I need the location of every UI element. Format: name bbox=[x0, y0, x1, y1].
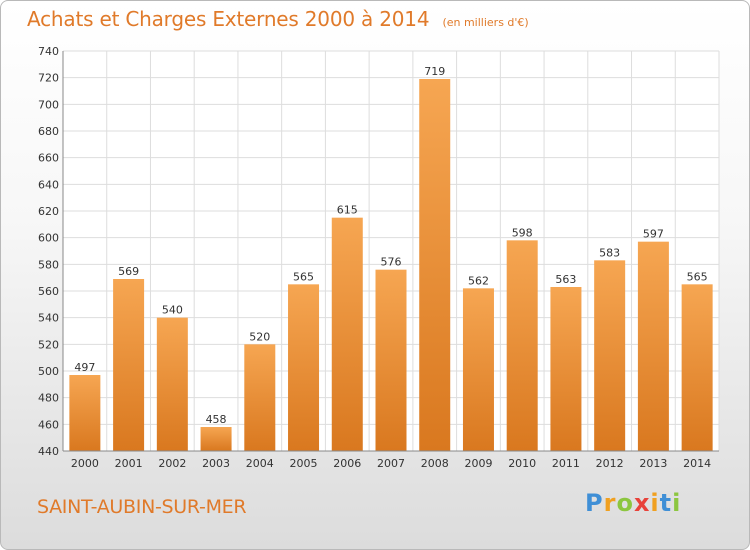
data-label: 576 bbox=[381, 256, 402, 269]
logo-letter: t bbox=[659, 489, 673, 517]
bar-2012 bbox=[594, 260, 626, 451]
bar-2008 bbox=[419, 79, 451, 451]
logo-letter: i bbox=[672, 489, 682, 517]
y-tick-label: 440 bbox=[38, 445, 59, 458]
proxiti-logo: Proxiti bbox=[585, 489, 681, 517]
x-tick-label: 2010 bbox=[508, 457, 536, 470]
x-tick-label: 2008 bbox=[421, 457, 449, 470]
bar-2003 bbox=[200, 427, 232, 451]
data-label: 598 bbox=[512, 226, 533, 239]
x-tick-label: 2007 bbox=[377, 457, 405, 470]
y-tick-label: 500 bbox=[38, 365, 59, 378]
y-tick-label: 720 bbox=[38, 72, 59, 85]
y-tick-label: 460 bbox=[38, 418, 59, 431]
bar-2001 bbox=[113, 279, 145, 451]
bar-2006 bbox=[331, 217, 363, 451]
x-tick-label: 2012 bbox=[596, 457, 624, 470]
y-tick-label: 600 bbox=[38, 232, 59, 245]
data-label: 458 bbox=[206, 413, 227, 426]
axes: 440 460 480 500 520 540 560 580 600 620 640 660 680 7… bbox=[38, 45, 719, 470]
data-label: 563 bbox=[555, 273, 576, 286]
bar-2011 bbox=[550, 287, 582, 451]
data-label: 719 bbox=[424, 65, 445, 78]
y-tick-label: 740 bbox=[38, 45, 59, 58]
data-label: 497 bbox=[74, 361, 95, 374]
x-tick-label: 2014 bbox=[683, 457, 711, 470]
y-tick-label: 520 bbox=[38, 338, 59, 351]
bar-2009 bbox=[462, 288, 494, 451]
logo-letter: r bbox=[603, 489, 617, 517]
data-label: 540 bbox=[162, 304, 183, 317]
y-tick-label: 580 bbox=[38, 258, 59, 271]
bar-2007 bbox=[375, 269, 407, 451]
data-label: 615 bbox=[337, 204, 358, 217]
bars: 497 569 540 458 520 565 615 576 719 562 598 563 583 5… bbox=[69, 65, 713, 451]
y-tick-label: 480 bbox=[38, 392, 59, 405]
x-tick-label: 2005 bbox=[290, 457, 318, 470]
y-tick-label: 640 bbox=[38, 178, 59, 191]
y-tick-label: 660 bbox=[38, 152, 59, 165]
data-label: 565 bbox=[687, 270, 708, 283]
bar-2013 bbox=[637, 241, 669, 451]
logo-letter: i bbox=[650, 489, 660, 517]
chart-title: Achats et Charges Externes 2000 à 2014 bbox=[27, 7, 430, 31]
logo-letter: P bbox=[585, 489, 604, 517]
bar-2010 bbox=[506, 240, 538, 451]
title-row: Achats et Charges Externes 2000 à 2014 (… bbox=[27, 7, 529, 31]
data-label: 569 bbox=[118, 265, 139, 278]
x-tick-label: 2011 bbox=[552, 457, 580, 470]
chart-subtitle: (en milliers d'€) bbox=[442, 16, 529, 29]
x-tick-label: 2013 bbox=[639, 457, 667, 470]
bar-2000 bbox=[69, 375, 101, 451]
x-tick-label: 2006 bbox=[333, 457, 361, 470]
x-tick-label: 2002 bbox=[158, 457, 186, 470]
y-tick-label: 700 bbox=[38, 98, 59, 111]
data-label: 583 bbox=[599, 246, 620, 259]
y-tick-label: 620 bbox=[38, 205, 59, 218]
x-tick-label: 2000 bbox=[71, 457, 99, 470]
x-tick-label: 2001 bbox=[115, 457, 143, 470]
data-label: 565 bbox=[293, 270, 314, 283]
bar-2005 bbox=[288, 284, 320, 451]
logo-letter: x bbox=[633, 489, 651, 517]
data-label: 562 bbox=[468, 274, 489, 287]
x-tick-label: 2009 bbox=[464, 457, 492, 470]
bar-2002 bbox=[156, 317, 188, 451]
commune-name: SAINT-AUBIN-SUR-MER bbox=[37, 496, 247, 518]
logo-letter: o bbox=[616, 489, 634, 517]
bar-2014 bbox=[681, 284, 713, 451]
y-tick-label: 560 bbox=[38, 285, 59, 298]
data-label: 520 bbox=[249, 330, 270, 343]
y-tick-label: 680 bbox=[38, 125, 59, 138]
x-tick-label: 2003 bbox=[202, 457, 230, 470]
data-label: 597 bbox=[643, 228, 664, 241]
x-tick-label: 2004 bbox=[246, 457, 274, 470]
y-tick-label: 540 bbox=[38, 312, 59, 325]
bar-2004 bbox=[244, 344, 276, 451]
